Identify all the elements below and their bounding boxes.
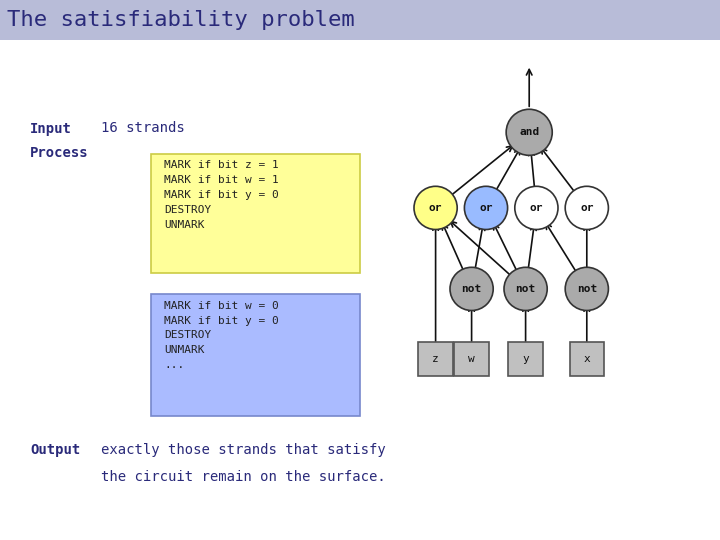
- Text: y: y: [522, 354, 529, 364]
- Text: Input: Input: [30, 122, 72, 136]
- Text: or: or: [530, 203, 543, 213]
- Text: The satisfiability problem: The satisfiability problem: [7, 10, 355, 30]
- Ellipse shape: [565, 186, 608, 230]
- Text: not: not: [577, 284, 597, 294]
- Text: not: not: [462, 284, 482, 294]
- Ellipse shape: [464, 186, 508, 230]
- FancyBboxPatch shape: [151, 294, 360, 416]
- Ellipse shape: [506, 109, 552, 156]
- Text: or: or: [580, 203, 593, 213]
- Text: Process: Process: [30, 146, 89, 160]
- FancyBboxPatch shape: [454, 342, 489, 376]
- Text: x: x: [583, 354, 590, 364]
- Text: or: or: [429, 203, 442, 213]
- FancyBboxPatch shape: [0, 0, 720, 40]
- Text: 16 strands: 16 strands: [101, 122, 184, 136]
- Text: Output: Output: [30, 443, 81, 457]
- Text: z: z: [432, 354, 439, 364]
- Ellipse shape: [515, 186, 558, 230]
- Text: the circuit remain on the surface.: the circuit remain on the surface.: [101, 470, 385, 484]
- FancyBboxPatch shape: [418, 342, 453, 376]
- Text: not: not: [516, 284, 536, 294]
- Ellipse shape: [504, 267, 547, 310]
- Text: exactly those strands that satisfy: exactly those strands that satisfy: [101, 443, 385, 457]
- Text: w: w: [468, 354, 475, 364]
- FancyBboxPatch shape: [570, 342, 604, 376]
- Ellipse shape: [450, 267, 493, 310]
- Text: MARK if bit z = 1
MARK if bit w = 1
MARK if bit y = 0
DESTROY
UNMARK: MARK if bit z = 1 MARK if bit w = 1 MARK…: [164, 160, 279, 230]
- FancyBboxPatch shape: [151, 154, 360, 273]
- Ellipse shape: [565, 267, 608, 310]
- FancyBboxPatch shape: [508, 342, 543, 376]
- Ellipse shape: [414, 186, 457, 230]
- Text: or: or: [480, 203, 492, 213]
- Text: and: and: [519, 127, 539, 137]
- Text: MARK if bit w = 0
MARK if bit y = 0
DESTROY
UNMARK
...: MARK if bit w = 0 MARK if bit y = 0 DEST…: [164, 301, 279, 370]
